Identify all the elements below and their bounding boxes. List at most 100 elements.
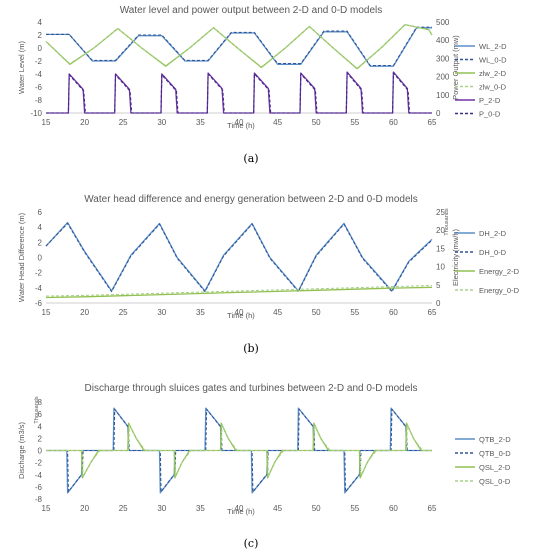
series-group (46, 407, 432, 494)
y-tick-label: -2 (35, 459, 43, 468)
y2-tick-label: 500 (436, 18, 450, 27)
legend-entry-dh-0-d: DH_0-D (479, 248, 507, 257)
chart-title: Water head difference and energy generat… (84, 194, 418, 205)
legend: QTB_2-D QTB_0-D QSL_2-D QSL_0-D (455, 435, 511, 486)
legend-entry-dh-2-d: DH_2-D (479, 229, 507, 238)
x-tick-label: 35 (196, 308, 205, 317)
series-line-zlw-2-d (45, 23, 433, 70)
y2-tick-label: 5 (436, 281, 441, 290)
x-tick-label: 55 (350, 504, 359, 513)
panel-caption: (b) (243, 342, 259, 355)
x-tick-label: 35 (196, 118, 205, 127)
y-axis-label: Water Level (m) (17, 40, 26, 94)
y-tick-label: 2 (38, 31, 43, 40)
y2-tick-label: 100 (436, 91, 450, 100)
y2-tick-label: 20 (436, 226, 445, 235)
legend: DH_2-D DH_0-D Energy_2-D Energy_0-D (455, 229, 520, 295)
x-tick-label: 25 (119, 504, 128, 513)
y-tick-label: 0 (38, 44, 43, 53)
y2-tick-label: 15 (436, 244, 445, 253)
x-axis-label: Time (h) (227, 121, 255, 130)
y-tick-label: -2 (35, 57, 43, 66)
y-tick-label: -4 (35, 70, 43, 79)
legend-entry-qtb-2-d: QTB_2-D (479, 435, 511, 444)
y2-tick-label: 10 (436, 263, 445, 272)
legend-entry-qsl-0-d: QSL_0-D (479, 477, 511, 486)
x-tick-label: 50 (312, 118, 321, 127)
x-tick-label: 15 (42, 308, 51, 317)
x-tick-label: 30 (157, 118, 166, 127)
x-axis-label: Time (h) (227, 311, 255, 320)
legend-entry-energy-2-d: Energy_2-D (479, 267, 520, 276)
y-tick-label: 6 (38, 410, 43, 419)
y2-unit-label: Thousands (444, 208, 450, 235)
legend-entry-energy-0-d: Energy_0-D (479, 286, 520, 295)
legend: WL_2-D WL_0-D zlw_2-D zlw_0-D P_2-D P_0-D (455, 42, 507, 119)
panel-b: Water head difference and energy generat… (17, 194, 520, 355)
y2-tick-label: 300 (436, 54, 450, 63)
series-line-wl-2-d (46, 27, 432, 67)
y-unit-label: Thousands (34, 396, 40, 423)
y2-tick-label: 400 (436, 36, 450, 45)
legend-entry-zlw-2-d: zlw_2-D (479, 69, 507, 78)
y2-tick-label: 200 (436, 73, 450, 82)
y-tick-label: -6 (35, 299, 43, 308)
x-tick-label: 60 (389, 308, 398, 317)
x-tick-label: 20 (80, 308, 89, 317)
series-line-energy-2-d (45, 286, 433, 299)
x-tick-label: 65 (428, 308, 437, 317)
x-tick-label: 40 (235, 308, 244, 317)
x-tick-label: 65 (428, 504, 437, 513)
panel-caption: (c) (244, 537, 259, 550)
chart-title: Water level and power output between 2-D… (120, 5, 383, 16)
x-tick-label: 25 (119, 308, 128, 317)
panel-c: Discharge through sluices gates and turb… (17, 383, 511, 550)
x-tick-label: 40 (235, 118, 244, 127)
y-tick-label: -8 (35, 96, 43, 105)
panel-a: Water level and power output between 2-D… (17, 5, 507, 165)
series-line-p-2-d (46, 71, 432, 114)
y2-axis-label: Electricity (mw/h) (451, 228, 460, 286)
series-line-wl-0-d (46, 26, 432, 67)
x-tick-label: 30 (157, 504, 166, 513)
x-tick-label: 65 (428, 118, 437, 127)
series-group (45, 23, 433, 114)
series-group (45, 221, 433, 299)
series-line-zlw-0-d (45, 24, 433, 69)
x-tick-label: 20 (80, 504, 89, 513)
y-tick-label: -4 (35, 284, 43, 293)
y-tick-label: -6 (35, 483, 43, 492)
x-axis-label: Time (h) (227, 507, 255, 516)
x-tick-label: 15 (42, 504, 51, 513)
y2-tick-label: 0 (436, 109, 441, 118)
x-tick-label: 45 (273, 504, 282, 513)
y-tick-label: -10 (30, 109, 42, 118)
x-tick-label: 40 (235, 504, 244, 513)
x-tick-label: 60 (389, 504, 398, 513)
series-line-qsl-0-d (46, 424, 432, 477)
chart-title: Discharge through sluices gates and turb… (85, 383, 418, 394)
legend-entry-p-2-d: P_2-D (479, 96, 501, 105)
x-tick-label: 50 (312, 504, 321, 513)
y-tick-label: -6 (35, 83, 43, 92)
legend-entry-qsl-2-d: QSL_2-D (479, 463, 511, 472)
x-tick-label: 35 (196, 504, 205, 513)
legend-entry-qtb-0-d: QTB_0-D (479, 449, 511, 458)
x-tick-label: 55 (350, 308, 359, 317)
y-tick-label: 4 (38, 422, 43, 431)
y-tick-label: 2 (38, 238, 43, 247)
x-tick-label: 15 (42, 118, 51, 127)
y2-tick-label: 0 (436, 299, 441, 308)
x-tick-label: 60 (389, 118, 398, 127)
y-tick-label: -2 (35, 269, 43, 278)
y2-tick-label: 25 (436, 208, 445, 217)
y-tick-label: 6 (38, 208, 43, 217)
legend-entry-wl-0-d: WL_0-D (479, 56, 507, 65)
series-line-dh-2-d (45, 221, 433, 292)
panel-caption: (a) (243, 152, 258, 165)
y-tick-label: 8 (38, 398, 43, 407)
legend-entry-zlw-0-d: zlw_0-D (479, 83, 507, 92)
legend-entry-p-0-d: P_0-D (479, 110, 501, 119)
x-tick-label: 20 (80, 118, 89, 127)
